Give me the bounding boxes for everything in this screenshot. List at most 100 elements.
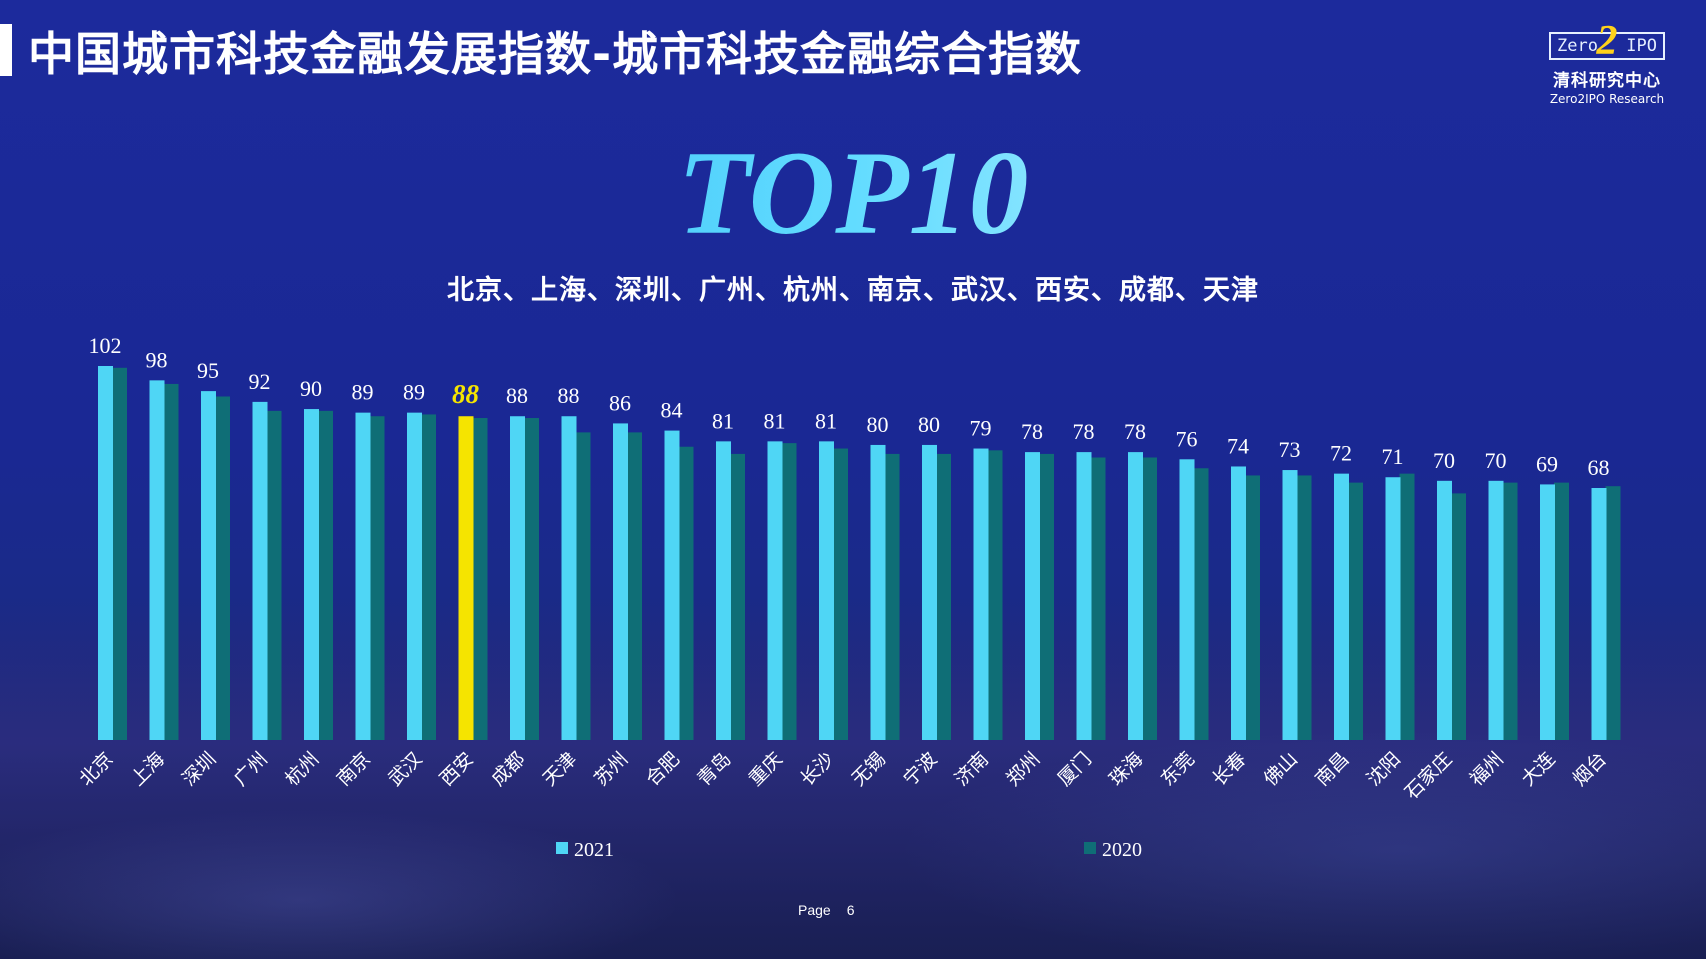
data-label-上海: 98 [146, 347, 168, 372]
data-label-成都: 88 [506, 383, 528, 408]
logo-wordmark: Zero 2 IPO [1549, 20, 1665, 62]
bar-2021-青岛 [716, 441, 731, 740]
data-label-深圳: 95 [197, 358, 219, 383]
data-label-苏州: 86 [609, 390, 631, 415]
bar-2020-南昌 [1348, 482, 1363, 740]
bar-2021-珠海 [1128, 452, 1143, 740]
bar-2020-苏州 [627, 432, 642, 740]
bar-2021-济南 [973, 448, 989, 740]
data-label-重庆: 81 [764, 408, 786, 433]
x-tick-label-厦门: 厦门 [1054, 748, 1096, 790]
data-label-南昌: 72 [1330, 441, 1352, 466]
data-label-福州: 70 [1485, 448, 1507, 473]
x-tick-label-沈阳: 沈阳 [1363, 748, 1405, 790]
x-tick-label-郑州: 郑州 [1002, 748, 1044, 790]
bar-2021-郑州 [1025, 452, 1040, 740]
data-label-南京: 89 [352, 380, 374, 405]
bar-2020-长春 [1245, 475, 1260, 740]
data-label-长沙: 81 [815, 408, 837, 433]
x-tick-label-南京: 南京 [333, 748, 375, 790]
logo-two-mark: 2 [1596, 18, 1618, 64]
data-label-北京: 102 [89, 333, 122, 358]
bar-2021-天津 [561, 416, 577, 740]
bar-2021-杭州 [304, 409, 319, 740]
bar-2021-南京 [355, 412, 371, 740]
bar-2021-沈阳 [1385, 477, 1401, 740]
bar-2020-成都 [524, 418, 539, 740]
x-tick-label-杭州: 杭州 [281, 748, 323, 790]
x-tick-label-大连: 大连 [1517, 748, 1559, 790]
bar-2021-佛山 [1282, 470, 1298, 740]
data-label-石家庄: 70 [1433, 448, 1455, 473]
bar-2021-上海 [149, 380, 165, 740]
data-label-杭州: 90 [300, 376, 322, 401]
bar-2021-北京 [98, 366, 113, 740]
x-tick-label-济南: 济南 [951, 748, 993, 790]
x-tick-label-无锡: 无锡 [848, 748, 890, 790]
bar-2020-珠海 [1142, 457, 1157, 740]
bar-2021-石家庄 [1437, 480, 1452, 740]
data-label-厦门: 78 [1073, 419, 1095, 444]
bar-2021-福州 [1488, 480, 1504, 740]
bar-2020-北京 [112, 367, 127, 740]
data-label-合肥: 84 [661, 398, 683, 423]
top10-city-list: 北京、上海、深圳、广州、杭州、南京、武汉、西安、成都、天津 [447, 275, 1259, 306]
page-footer: Page 6 [798, 902, 855, 918]
bar-2021-东莞 [1179, 459, 1195, 740]
bar-2020-武汉 [421, 414, 436, 740]
city-skyline-background [0, 600, 1706, 959]
x-tick-label-烟台: 烟台 [1569, 748, 1611, 790]
page-title: 中国城市科技金融发展指数-城市科技金融综合指数 [28, 27, 1083, 81]
bar-2020-合肥 [678, 446, 694, 740]
data-label-广州: 92 [249, 369, 271, 394]
x-tick-label-广州: 广州 [230, 748, 272, 790]
bar-2021-南昌 [1334, 473, 1349, 740]
bar-2021-西安 [458, 416, 474, 740]
bar-2020-宁波 [936, 453, 951, 740]
bar-2020-天津 [575, 432, 591, 740]
x-tick-label-成都: 成都 [487, 748, 529, 790]
bar-2021-厦门 [1076, 452, 1092, 740]
logo-name-cn: 清科研究中心 [1553, 71, 1661, 91]
data-label-武汉: 89 [403, 380, 425, 405]
page-number: 6 [846, 902, 855, 918]
data-label-沈阳: 71 [1382, 444, 1404, 469]
bar-2020-厦门 [1090, 457, 1106, 740]
x-tick-label-西安: 西安 [436, 748, 478, 790]
data-label-大连: 69 [1536, 451, 1558, 476]
bar-2021-苏州 [613, 423, 628, 740]
bar-2020-福州 [1502, 482, 1518, 740]
bar-2020-无锡 [884, 453, 900, 740]
data-label-天津: 88 [558, 383, 580, 408]
bar-2021-长沙 [819, 441, 834, 740]
x-tick-label-东莞: 东莞 [1157, 748, 1199, 790]
x-tick-label-天津: 天津 [539, 748, 581, 790]
x-tick-label-佛山: 佛山 [1260, 748, 1302, 790]
bar-2021-合肥 [664, 430, 680, 740]
x-tick-label-长沙: 长沙 [796, 748, 838, 790]
x-tick-label-重庆: 重庆 [745, 748, 787, 790]
x-tick-label-宁波: 宁波 [899, 748, 941, 790]
x-tick-label-北京: 北京 [75, 748, 117, 790]
x-tick-label-南昌: 南昌 [1311, 748, 1353, 790]
bar-2020-南京 [369, 416, 385, 740]
x-tick-label-深圳: 深圳 [178, 748, 220, 790]
bar-2020-深圳 [215, 396, 230, 740]
bar-2020-长沙 [833, 448, 848, 740]
bar-2020-石家庄 [1451, 493, 1466, 740]
bar-2020-西安 [472, 418, 488, 740]
bar-2020-广州 [266, 410, 282, 740]
data-label-宁波: 80 [918, 412, 940, 437]
legend-swatch-2021 [556, 842, 568, 854]
bar-2021-成都 [510, 416, 525, 740]
x-tick-label-青岛: 青岛 [693, 748, 735, 790]
bar-2021-烟台 [1591, 488, 1607, 740]
logo-zero-text: Zero [1557, 36, 1598, 56]
x-tick-label-合肥: 合肥 [642, 748, 684, 790]
legend-label-2021: 2021 [574, 839, 614, 861]
logo-ipo-text: IPO [1626, 36, 1657, 56]
x-tick-label-石家庄: 石家庄 [1401, 748, 1457, 804]
x-tick-label-上海: 上海 [127, 748, 169, 790]
data-label-郑州: 78 [1021, 419, 1043, 444]
